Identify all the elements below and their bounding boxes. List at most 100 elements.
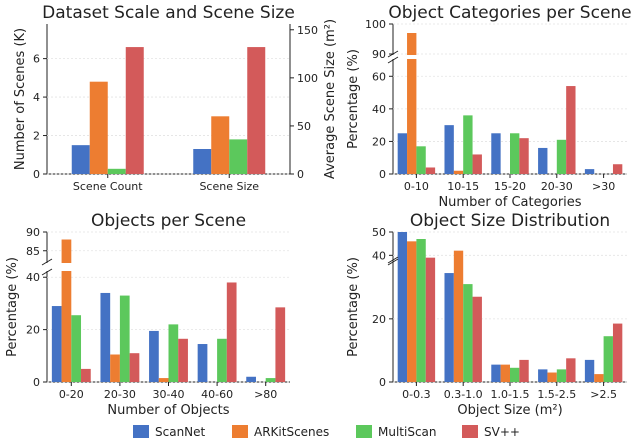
bar-sv-1 [129,353,140,382]
legend-swatch [462,425,478,438]
bar-scannet-2 [149,330,159,382]
x-tick-label: 0-10 [404,180,429,193]
legend-item-arkitscenes: ARKitScenes [232,425,329,439]
bar-scannet-3 [538,147,548,174]
bar-scannet-4 [584,169,595,174]
y-tick-label: 85 [26,245,40,258]
y-axis-label: Percentage (%) [5,257,20,357]
bar-arkitscenes-0 [407,241,417,382]
bar-sv-0 [125,47,144,175]
bar-multiscan-4 [603,336,613,382]
x-tick-label: 1.0-1.5 [491,388,530,401]
bar-multiscan-1 [463,284,473,382]
y-axis-label: Number of Scenes (K) [13,28,28,170]
x-tick-label: 20-30 [104,388,136,401]
axis-break-mark [387,258,399,266]
y-tick-label: 0 [379,168,386,181]
x-tick-label: Scene Size [199,180,259,193]
bar-sv-3 [566,358,576,382]
y-tick-label: 50 [372,226,386,239]
x-axis-label: Object Size (m²) [457,403,562,418]
x-tick-label: >30 [592,180,615,193]
bar-scannet-3 [538,369,548,382]
bar-multiscan-0 [107,168,126,174]
axis-break-gap [41,263,53,271]
bar-arkitscenes-3 [547,372,557,382]
y-tick-label: 40 [372,103,386,116]
bar-scannet-0 [51,306,62,382]
x-tick-label: >80 [254,388,277,401]
bar-scannet-3 [197,344,208,382]
bar-sv-2 [519,138,529,174]
bar-arkitscenes-0 [61,239,72,382]
x-tick-label: 30-40 [153,388,185,401]
y-right-tick-label: 50 [297,120,311,133]
y-tick-label: 20 [26,324,40,337]
bar-arkitscenes-1 [453,250,464,382]
bar-scannet-1 [100,292,111,382]
axis-break-mark [387,256,399,264]
bar-arkitscenes-1 [211,116,230,174]
axis-break-gap [387,55,399,59]
x-tick-label: 10-15 [447,180,479,193]
chart-title: Object Size Distribution [410,211,610,231]
y-tick-label: 6 [33,53,40,66]
bar-sv-2 [178,338,188,382]
y-tick-label: 40 [372,249,386,262]
bar-multiscan-0 [71,315,82,382]
x-tick-label: 1.5-2.5 [537,388,576,401]
y-axis-label: Percentage (%) [346,257,361,357]
bar-sv-3 [226,282,237,382]
y-tick-label: 0 [379,376,386,389]
x-tick-label: 0-20 [59,388,84,401]
x-tick-label: Scene Count [73,180,143,193]
x-tick-label: 0-0.3 [402,388,430,401]
bar-scannet-0 [397,133,408,174]
bar-multiscan-2 [168,324,179,382]
chart-title: Objects per Scene [91,211,246,231]
bar-multiscan-4 [265,378,276,382]
y-tick-label: 90 [372,48,386,61]
bar-scannet-0 [397,232,408,382]
bar-multiscan-3 [556,369,567,382]
bar-arkitscenes-2 [158,378,169,382]
x-tick-label: 20-30 [541,180,573,193]
x-tick-label: >2.5 [590,388,617,401]
bar-scannet-1 [193,149,212,174]
x-tick-label: 40-60 [201,388,233,401]
y-right-tick-label: 150 [297,24,318,37]
x-tick-label: 0.3-1.0 [444,388,483,401]
bar-sv-4 [275,307,286,382]
legend-item-scannet: ScanNet [133,425,206,439]
bar-sv-4 [612,164,623,174]
legend-label: MultiScan [378,425,437,439]
legend-label: ScanNet [155,425,206,439]
bar-sv-0 [425,167,436,174]
bar-multiscan-0 [416,146,426,174]
y-tick-label: 4 [33,91,40,104]
y-tick-label: 40 [26,271,40,284]
chart-title: Dataset Scale and Scene Size [42,3,295,23]
legend-label: SV++ [484,425,520,439]
bar-sv-2 [519,359,529,382]
bar-multiscan-3 [556,139,567,174]
axis-break-band [48,263,290,271]
y-tick-label: 0 [33,168,40,181]
bar-sv-1 [472,154,482,174]
y-tick-label: 100 [365,18,386,31]
bar-arkitscenes-1 [453,170,464,174]
axis-break-mark [41,268,53,276]
legend-swatch [133,425,149,438]
bar-multiscan-0 [416,239,426,382]
bar-multiscan-1 [229,139,248,174]
axis-break-band [394,55,627,59]
bar-sv-0 [425,257,436,382]
bar-sv-3 [566,86,576,174]
bar-arkitscenes-1 [110,354,120,382]
legend-item-multiscan: MultiScan [356,425,437,439]
x-axis-label: Number of Categories [438,195,581,210]
bar-scannet-1 [444,125,454,174]
bar-scannet-4 [246,376,256,382]
y-axis-label-right: Average Scene Size (m²) [323,19,338,179]
